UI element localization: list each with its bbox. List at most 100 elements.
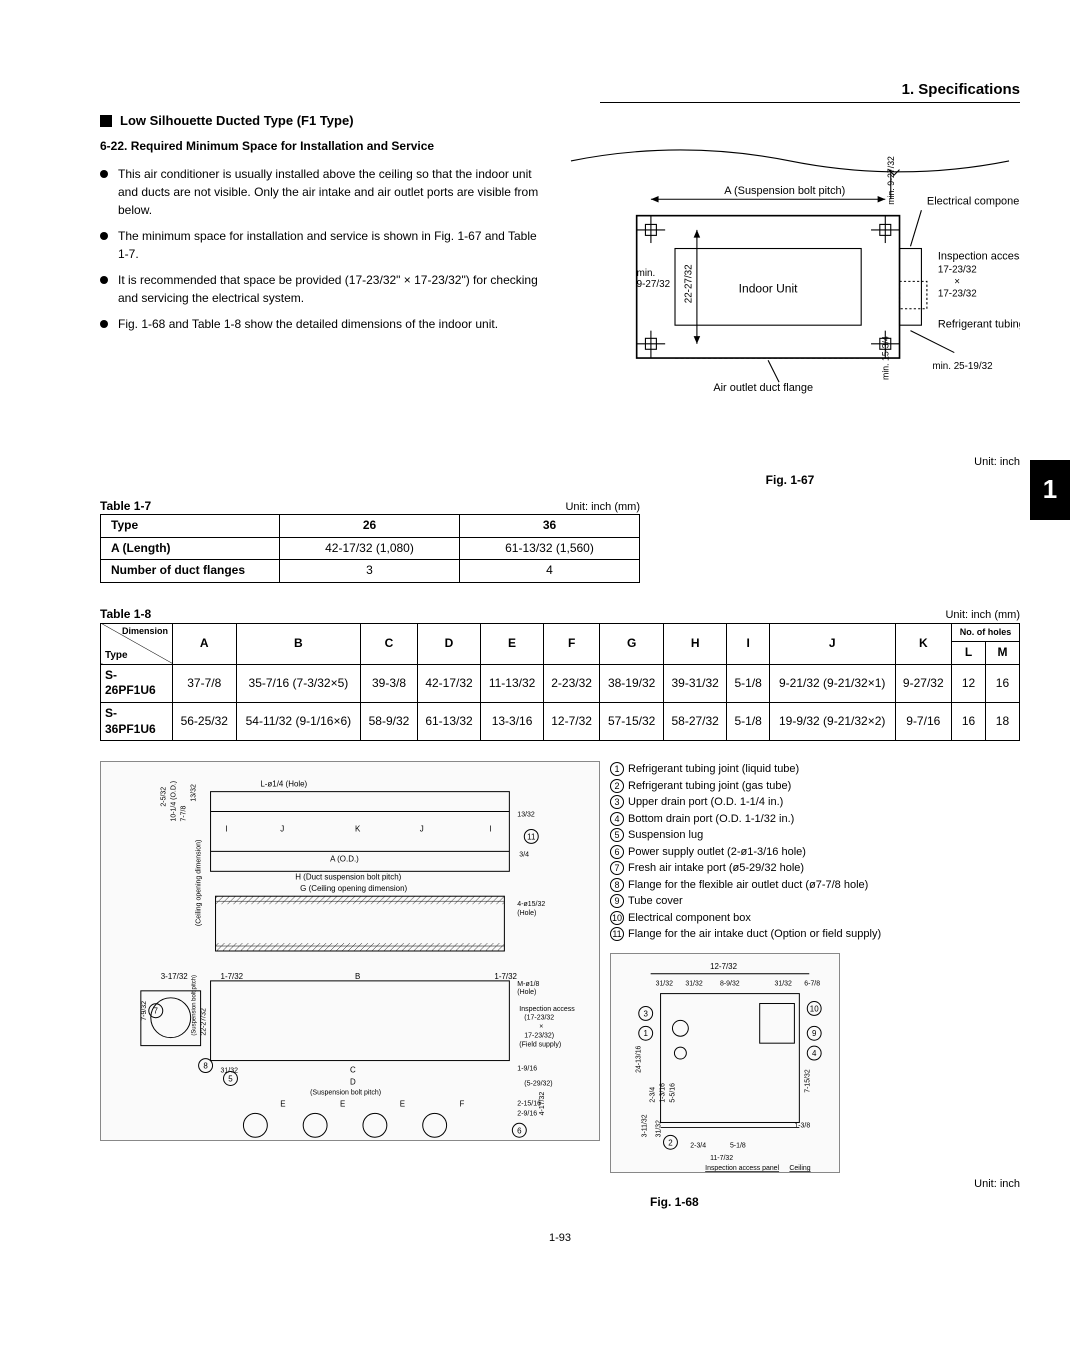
table-row: Number of duct flanges34 — [101, 560, 640, 583]
list-item: Fig. 1-68 and Table 1-8 show the detaile… — [100, 315, 540, 333]
svg-text:×: × — [539, 1024, 543, 1031]
figure-caption: Fig. 1-67 — [560, 473, 1020, 489]
svg-text:Inspection access: Inspection access — [519, 1006, 575, 1013]
svg-text:5: 5 — [228, 1075, 233, 1084]
svg-text:5-5/16: 5-5/16 — [669, 1083, 676, 1103]
svg-text:11: 11 — [527, 833, 536, 842]
unit-note: Unit: inch — [560, 455, 1020, 469]
svg-text:Indoor Unit: Indoor Unit — [739, 282, 799, 296]
svg-text:2-3/4: 2-3/4 — [690, 1142, 706, 1149]
chapter-tab: 1 — [1030, 460, 1070, 520]
square-bullet-icon — [100, 115, 112, 127]
subtitle: Low Silhouette Ducted Type (F1 Type) — [120, 113, 354, 130]
svg-text:min. 9-27/32: min. 9-27/32 — [886, 156, 896, 205]
svg-text:J: J — [420, 825, 424, 834]
unit-note: Unit: inch — [610, 1177, 1020, 1191]
list-item: The minimum space for installation and s… — [100, 227, 540, 263]
svg-text:9-27/32: 9-27/32 — [637, 279, 670, 290]
svg-text:31/32: 31/32 — [775, 980, 792, 987]
svg-text:7-15/32: 7-15/32 — [804, 1069, 811, 1093]
svg-text:22-27/32: 22-27/32 — [683, 265, 694, 304]
table-1-8: Dimension Type A B C D E F G H I J K No.… — [100, 623, 1020, 742]
table-unit: Unit: inch (mm) — [565, 500, 640, 514]
svg-text:2-9/16: 2-9/16 — [517, 1110, 537, 1117]
svg-text:2-15/16: 2-15/16 — [517, 1101, 541, 1108]
svg-text:1-3/16: 1-3/16 — [660, 1083, 667, 1103]
svg-text:17-23/32): 17-23/32) — [524, 1033, 554, 1040]
svg-text:(Hole): (Hole) — [517, 910, 536, 917]
svg-text:C: C — [350, 1066, 356, 1075]
table-row: Type2636 — [101, 515, 640, 538]
svg-text:31/32: 31/32 — [685, 980, 702, 987]
svg-text:2: 2 — [668, 1138, 672, 1147]
list-item: It is recommended that space be provided… — [100, 271, 540, 307]
figure-1-68-side: 12-7/32 31/32 31/32 8-9/32 31/32 6-7/8 3… — [610, 953, 840, 1173]
svg-text:3/4: 3/4 — [519, 852, 529, 859]
svg-text:Inspection access panel: Inspection access panel — [705, 1165, 779, 1172]
table-header-row: Dimension Type A B C D E F G H I J K No.… — [101, 623, 1020, 642]
svg-text:12-7/32: 12-7/32 — [710, 961, 737, 970]
svg-text:31/32: 31/32 — [656, 980, 673, 987]
bullet-list: This air conditioner is usually installe… — [100, 165, 540, 333]
svg-text:1-3/8: 1-3/8 — [794, 1122, 810, 1129]
svg-text:1-7/32: 1-7/32 — [221, 972, 244, 981]
svg-text:4-ø15/32: 4-ø15/32 — [517, 901, 545, 908]
figure-1-67: Indoor Unit A (Suspension bolt pitch) 22… — [560, 139, 1020, 450]
svg-text:9: 9 — [812, 1029, 817, 1038]
svg-text:31/32: 31/32 — [221, 1068, 239, 1075]
svg-text:Refrigerant tubing: Refrigerant tubing — [938, 319, 1020, 331]
svg-text:17-23/32: 17-23/32 — [938, 265, 977, 276]
table-unit: Unit: inch (mm) — [945, 608, 1020, 622]
svg-text:min. 15-3/4: min. 15-3/4 — [881, 336, 891, 380]
svg-text:17-23/32: 17-23/32 — [938, 289, 977, 300]
svg-text:I: I — [226, 825, 228, 834]
svg-text:7-7/8: 7-7/8 — [181, 806, 188, 822]
table-row: A (Length)42-17/32 (1,080)61-13/32 (1,56… — [101, 537, 640, 560]
svg-text:Air outlet duct flange: Air outlet duct flange — [713, 382, 813, 394]
svg-text:G (Ceiling opening dimension): G (Ceiling opening dimension) — [300, 884, 407, 893]
legend-list: 1Refrigerant tubing joint (liquid tube) … — [610, 761, 1020, 943]
svg-text:L-ø1/4 (Hole): L-ø1/4 (Hole) — [260, 780, 307, 789]
svg-text:M-ø1/8: M-ø1/8 — [517, 981, 539, 988]
svg-text:J: J — [280, 825, 284, 834]
table-1-7: Type2636 A (Length)42-17/32 (1,080)61-13… — [100, 514, 640, 583]
table-label: Table 1-7 — [100, 499, 151, 515]
page-number: 1-93 — [100, 1231, 1020, 1245]
svg-text:22-27/32: 22-27/32 — [201, 1008, 208, 1036]
list-item: This air conditioner is usually installe… — [100, 165, 540, 219]
svg-text:1: 1 — [643, 1029, 648, 1038]
svg-text:24-13/16: 24-13/16 — [636, 1045, 643, 1072]
svg-text:B: B — [355, 972, 360, 981]
svg-text:10: 10 — [810, 1004, 819, 1013]
svg-text:E: E — [280, 1100, 285, 1109]
svg-text:Ceiling: Ceiling — [789, 1165, 810, 1172]
svg-text:I: I — [489, 825, 491, 834]
svg-text:(Field supply): (Field supply) — [519, 1042, 561, 1049]
svg-text:4: 4 — [812, 1049, 817, 1058]
svg-text:3: 3 — [643, 1009, 648, 1018]
svg-text:(Suspension bolt pitch): (Suspension bolt pitch) — [310, 1090, 381, 1097]
svg-text:Electrical component box: Electrical component box — [927, 196, 1020, 208]
svg-text:31/32: 31/32 — [656, 1120, 663, 1137]
svg-text:Inspection access: Inspection access — [938, 251, 1020, 263]
figure-1-68-main: L-ø1/4 (Hole) I J K J I A (O.D.) H (Duct… — [100, 761, 600, 1141]
svg-text:8-9/32: 8-9/32 — [720, 980, 740, 987]
svg-text:4-17/32: 4-17/32 — [539, 1092, 546, 1116]
figure-caption: Fig. 1-68 — [650, 1195, 1020, 1211]
svg-text:(Hole): (Hole) — [517, 989, 536, 996]
svg-text:min. 25-19/32: min. 25-19/32 — [932, 361, 992, 372]
svg-text:6: 6 — [517, 1126, 522, 1135]
svg-text:7-9/32: 7-9/32 — [141, 1001, 148, 1021]
svg-text:1-9/16: 1-9/16 — [517, 1066, 537, 1073]
svg-text:F: F — [460, 1100, 465, 1109]
svg-text:13/32: 13/32 — [191, 784, 198, 802]
table-label: Table 1-8 — [100, 607, 151, 623]
svg-text:E: E — [400, 1100, 405, 1109]
svg-text:(Ceiling opening dimension): (Ceiling opening dimension) — [196, 840, 203, 926]
table-row: S-26PF1U6 37-7/835-7/16 (7-3/32×5)39-3/8… — [101, 664, 1020, 702]
svg-text:D: D — [350, 1078, 356, 1087]
svg-text:(17-23/32: (17-23/32 — [524, 1015, 554, 1022]
page-title: 1. Specifications — [600, 80, 1020, 103]
svg-text:A (Suspension bolt pitch): A (Suspension bolt pitch) — [724, 185, 845, 197]
svg-text:8: 8 — [203, 1062, 208, 1071]
